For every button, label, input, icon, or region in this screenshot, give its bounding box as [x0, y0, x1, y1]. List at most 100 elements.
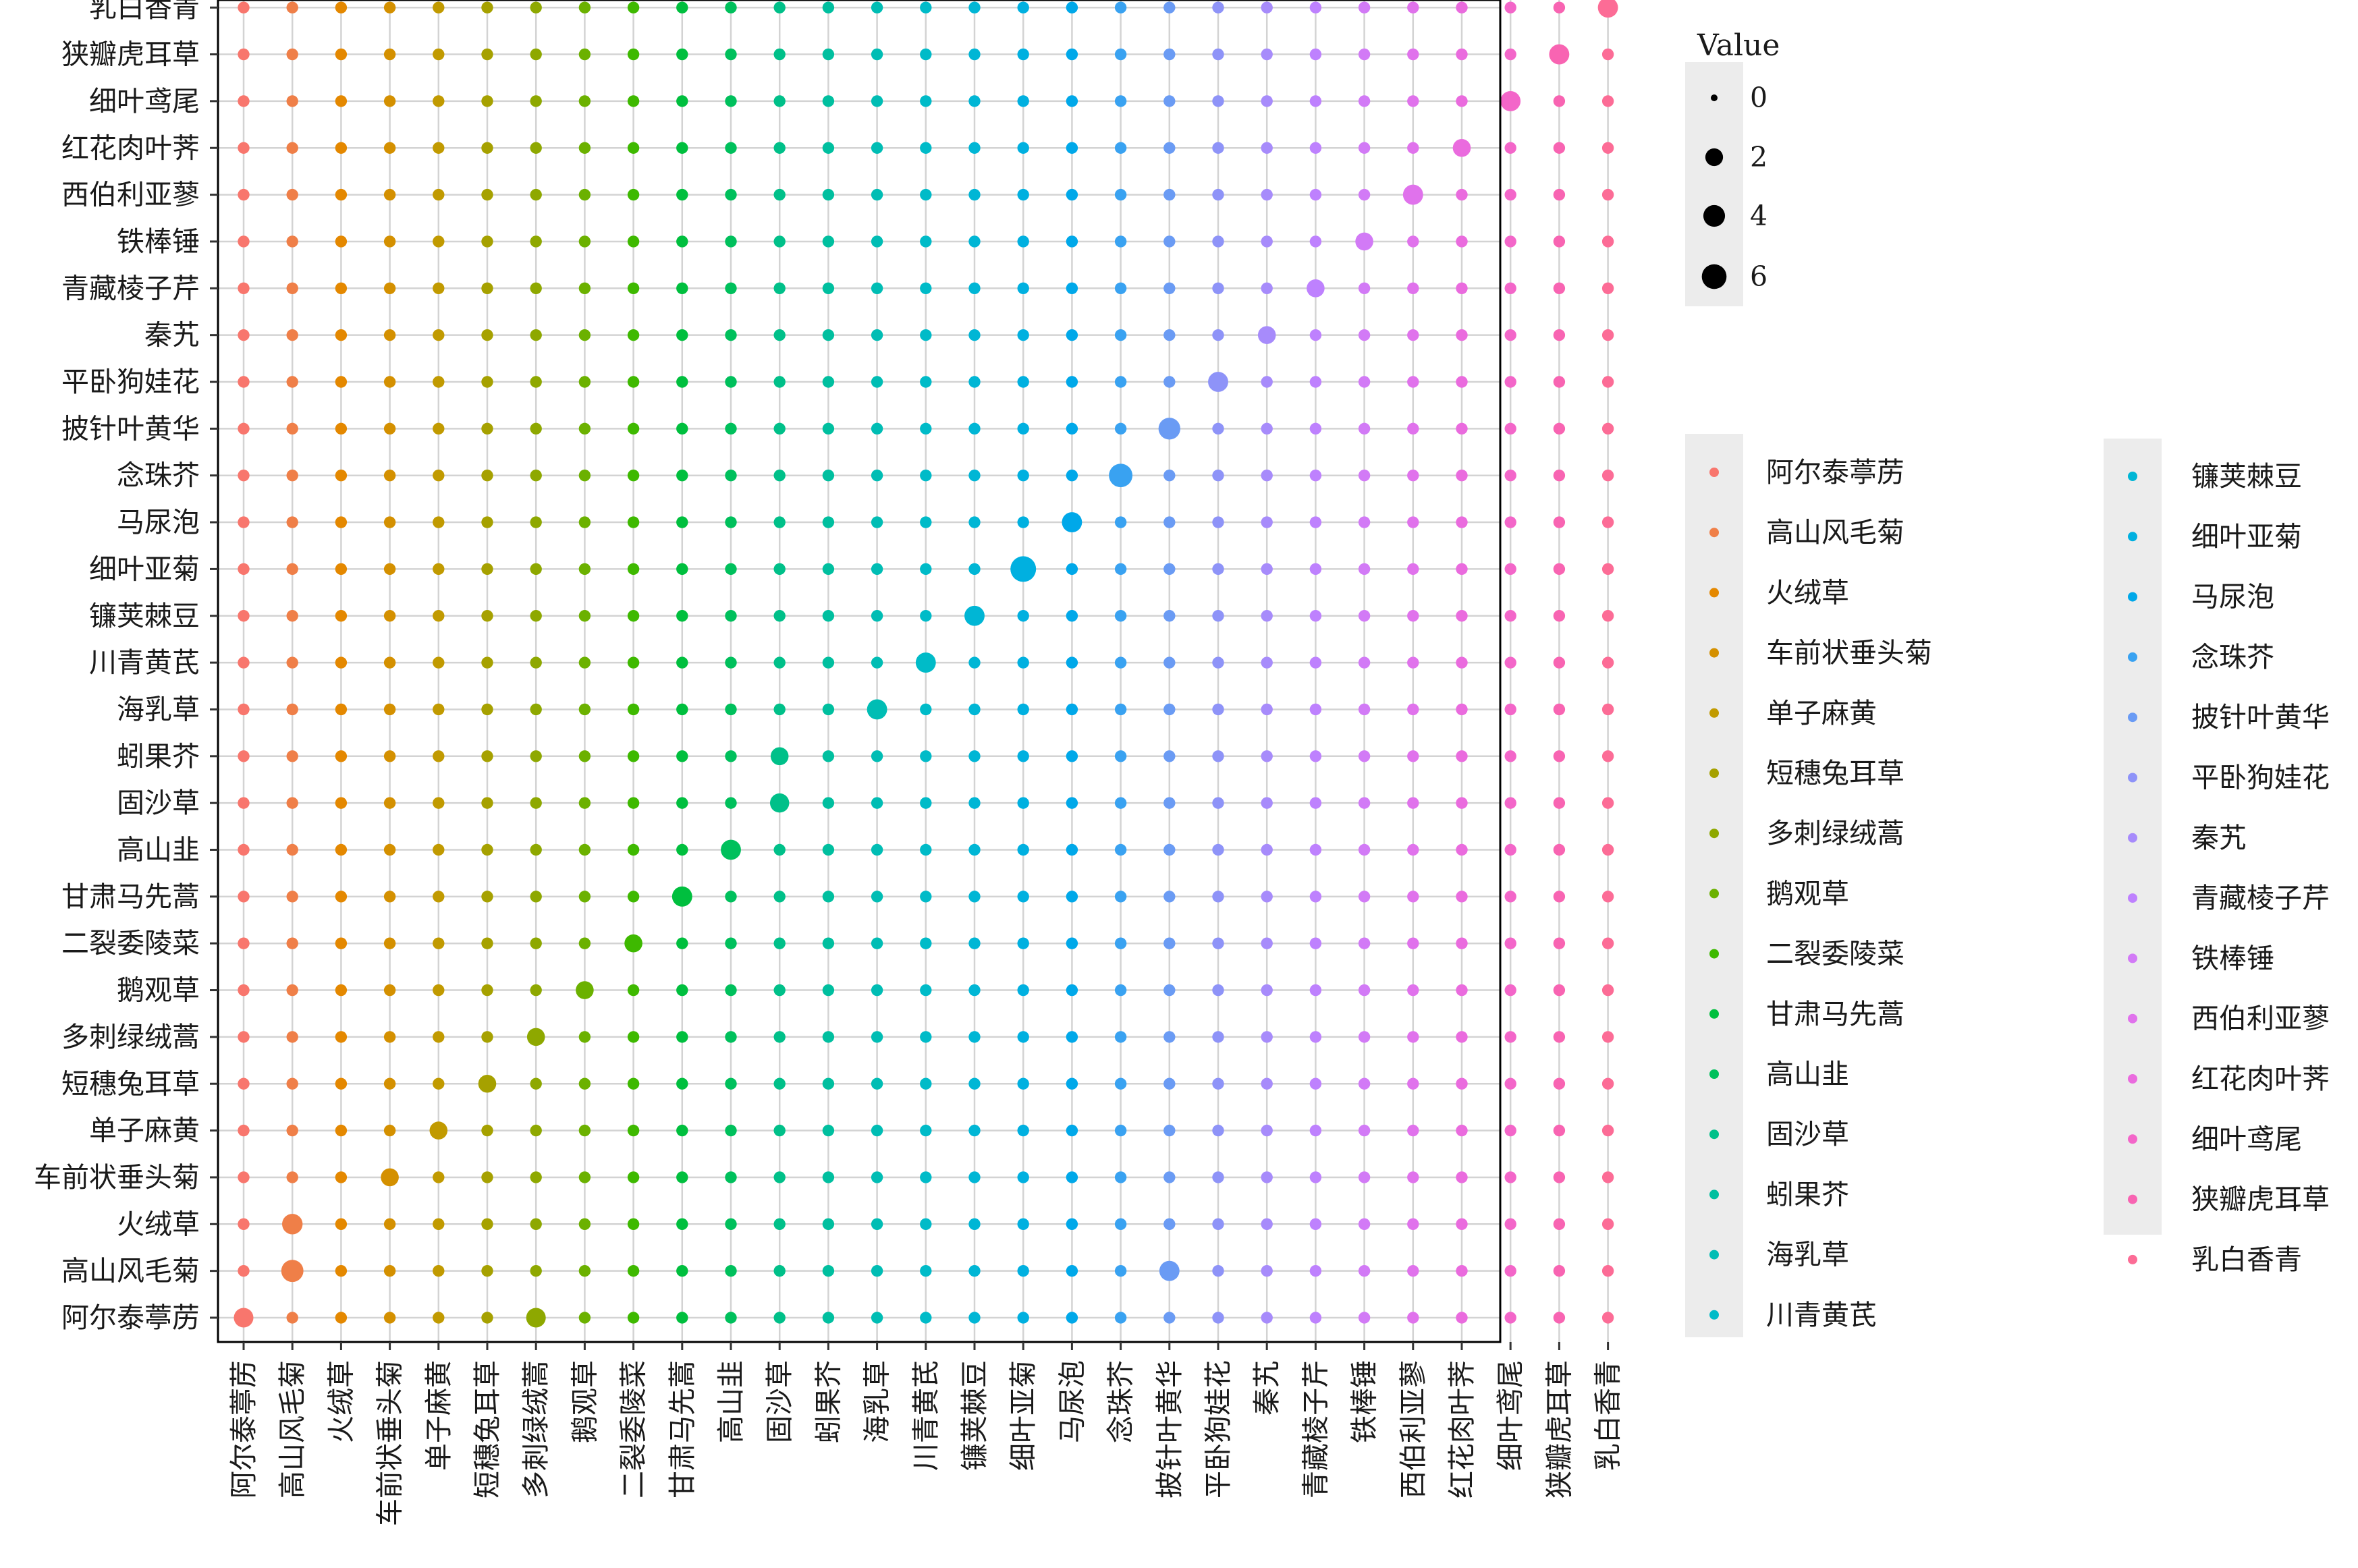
data-point	[1017, 750, 1029, 762]
data-point	[383, 329, 396, 341]
data-point	[671, 886, 692, 907]
data-point	[822, 1171, 835, 1183]
data-point	[920, 610, 932, 622]
data-point	[1163, 1031, 1176, 1043]
data-point	[1066, 1218, 1078, 1230]
data-point	[1456, 843, 1468, 856]
data-point	[676, 235, 688, 248]
data-point	[238, 329, 250, 341]
data-point	[1261, 1077, 1273, 1090]
color-legend-label: 乳白香青	[2191, 1243, 2302, 1276]
data-point	[920, 48, 932, 61]
data-point	[676, 1312, 688, 1324]
data-point	[238, 610, 250, 622]
x-tick-label: 平卧狗娃花	[1202, 1360, 1234, 1499]
data-point	[1163, 235, 1176, 248]
data-point	[578, 1312, 591, 1324]
data-point	[1114, 188, 1127, 201]
data-point	[481, 656, 493, 669]
data-point	[676, 1171, 688, 1183]
data-point	[920, 891, 932, 903]
data-point	[1212, 470, 1224, 482]
data-point	[530, 1124, 542, 1137]
data-point	[1553, 282, 1566, 294]
data-point	[381, 1168, 399, 1187]
data-point	[1163, 1171, 1176, 1183]
data-point	[530, 282, 542, 294]
data-point	[1066, 1264, 1078, 1277]
data-point	[1114, 984, 1127, 997]
data-point	[433, 1264, 445, 1277]
data-point	[1208, 372, 1228, 392]
data-point	[725, 610, 737, 622]
data-point	[1212, 703, 1224, 716]
data-point	[773, 48, 786, 61]
data-point	[578, 937, 591, 949]
data-point	[578, 1264, 591, 1277]
data-point	[627, 891, 640, 903]
data-point	[1066, 563, 1078, 576]
x-tick-label: 阿尔泰葶苈	[227, 1360, 260, 1499]
data-point	[1309, 610, 1322, 622]
data-point	[1601, 797, 1614, 809]
data-point	[1601, 329, 1614, 341]
data-point	[1212, 797, 1224, 809]
data-point	[335, 1031, 348, 1043]
data-point	[238, 95, 250, 107]
data-point	[1261, 516, 1273, 528]
data-point	[725, 891, 737, 903]
data-point	[1163, 48, 1176, 61]
data-point	[1163, 610, 1176, 622]
data-point	[578, 610, 591, 622]
data-point	[1261, 95, 1273, 107]
data-point	[968, 1077, 981, 1090]
data-point	[725, 95, 737, 107]
data-point	[676, 984, 688, 997]
data-point	[1017, 1, 1029, 13]
data-point	[1553, 516, 1566, 528]
data-point	[920, 516, 932, 528]
data-point	[1456, 750, 1468, 762]
data-point	[1504, 563, 1516, 576]
data-point	[871, 843, 883, 856]
data-point	[627, 188, 640, 201]
data-point	[481, 376, 493, 388]
data-point	[871, 282, 883, 294]
data-point	[1212, 1264, 1224, 1277]
data-point	[968, 656, 981, 669]
x-tick-label: 狭瓣虎耳草	[1543, 1360, 1575, 1499]
data-point	[1066, 984, 1078, 997]
data-point	[1163, 563, 1176, 576]
data-point	[920, 142, 932, 154]
data-point	[721, 839, 741, 860]
data-point	[627, 1312, 640, 1324]
data-point	[1309, 422, 1322, 435]
data-point	[1358, 703, 1371, 716]
data-point	[1407, 984, 1419, 997]
data-point	[433, 422, 445, 435]
data-point	[1601, 516, 1614, 528]
data-point	[335, 235, 348, 248]
y-tick-label: 蚓果芥	[117, 740, 200, 773]
data-point	[578, 329, 591, 341]
data-point	[676, 1124, 688, 1137]
data-point	[1309, 750, 1322, 762]
data-point	[1066, 797, 1078, 809]
data-point	[1456, 282, 1468, 294]
data-point	[1553, 703, 1566, 716]
plot-panel-border	[217, 0, 1502, 1343]
data-point	[433, 610, 445, 622]
data-point	[627, 422, 640, 435]
data-point	[1456, 1031, 1468, 1043]
data-point	[578, 797, 591, 809]
data-point	[773, 142, 786, 154]
data-point	[1553, 984, 1566, 997]
size-legend-key	[1701, 264, 1727, 289]
data-point	[968, 376, 981, 388]
data-point	[773, 891, 786, 903]
data-point	[773, 1031, 786, 1043]
data-point	[1114, 329, 1127, 341]
data-point	[1261, 1264, 1273, 1277]
data-point	[1309, 142, 1322, 154]
data-point	[286, 422, 298, 435]
